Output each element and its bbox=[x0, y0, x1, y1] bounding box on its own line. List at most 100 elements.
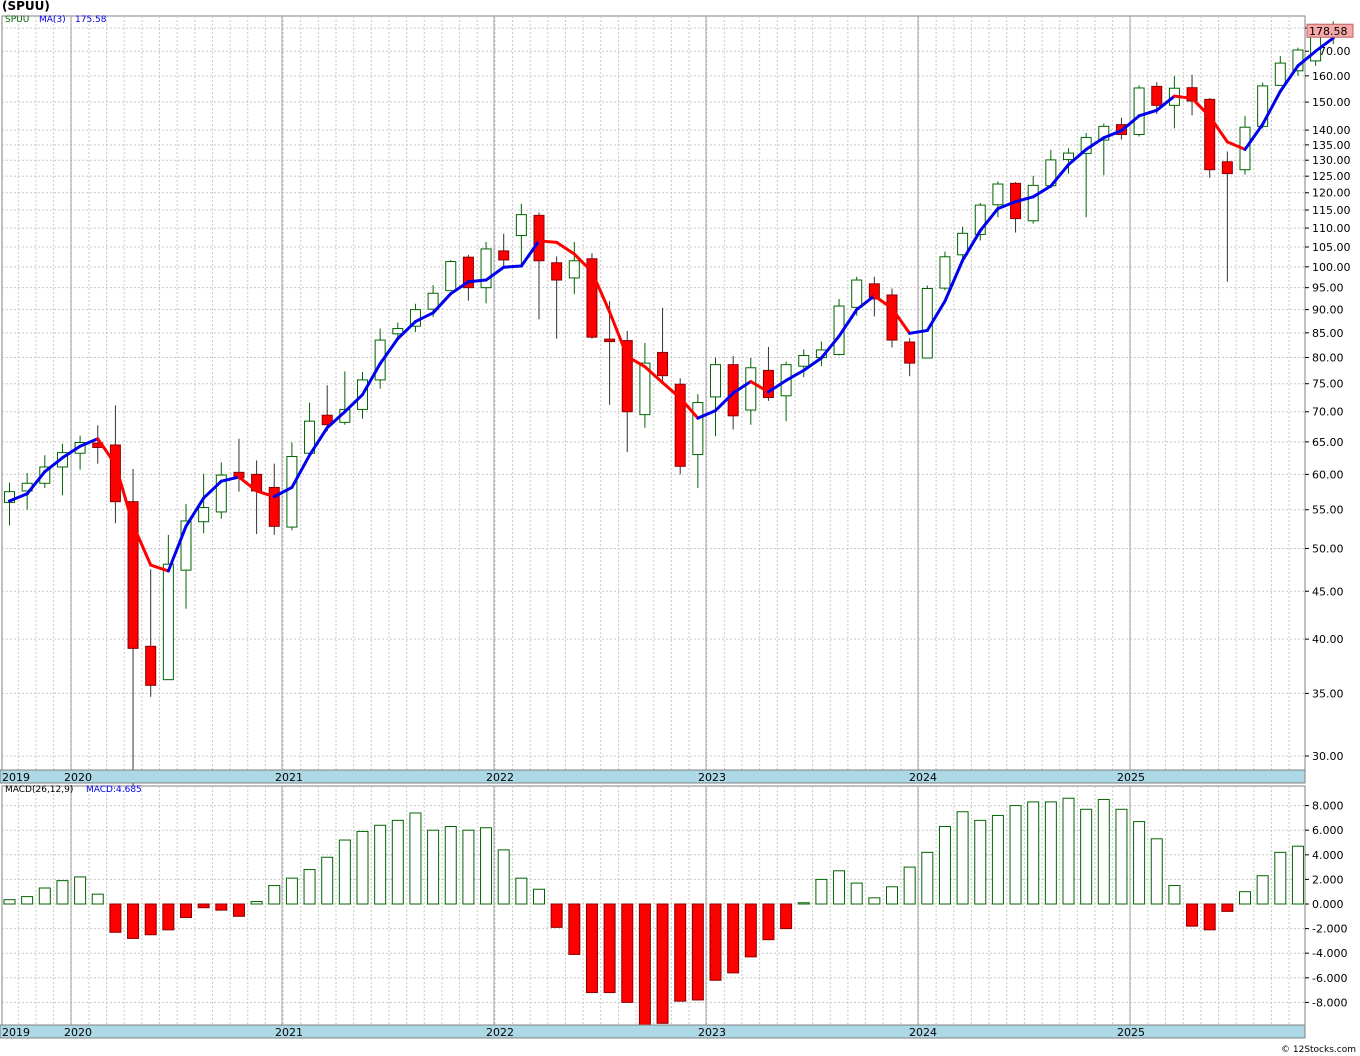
macd-tick-label: 2.000 bbox=[1312, 873, 1344, 886]
macd-bar bbox=[338, 839, 351, 905]
macd-bar bbox=[762, 903, 775, 941]
macd-bar bbox=[568, 903, 581, 955]
ma-segment bbox=[678, 396, 700, 420]
candle-body bbox=[392, 328, 404, 335]
ma-segment bbox=[996, 200, 1018, 211]
ma-segment bbox=[78, 437, 100, 448]
macd-bar bbox=[815, 878, 828, 905]
candle-body bbox=[198, 507, 210, 523]
candle-body bbox=[515, 214, 527, 237]
ma-segment bbox=[255, 489, 276, 499]
macd-legend-value: MACD:4.685 bbox=[86, 785, 142, 795]
candle-body bbox=[974, 204, 986, 235]
candle-body bbox=[568, 260, 580, 279]
price-tick-label: 90.00 bbox=[1312, 304, 1344, 317]
macd-bar bbox=[515, 877, 528, 905]
ma-segment bbox=[1155, 94, 1176, 112]
macd-bar bbox=[356, 830, 369, 905]
macd-bar bbox=[109, 903, 122, 933]
candle-body bbox=[268, 486, 280, 527]
candle-body bbox=[533, 214, 545, 262]
ma-segment bbox=[872, 294, 894, 310]
macd-bar bbox=[3, 899, 16, 905]
candle-body bbox=[1204, 98, 1216, 171]
macd-bar bbox=[1133, 821, 1146, 905]
macd-bar bbox=[374, 824, 387, 905]
candle-body bbox=[851, 279, 863, 308]
macd-bar bbox=[1115, 808, 1128, 905]
macd-bar bbox=[1274, 851, 1287, 905]
price-tick-label: 30.00 bbox=[1312, 750, 1344, 763]
ma-segment bbox=[131, 523, 153, 567]
ma-segment bbox=[519, 239, 541, 268]
candle-body bbox=[127, 501, 139, 649]
ma-segment bbox=[96, 437, 117, 466]
ma-segment bbox=[1014, 195, 1035, 204]
ma-segment bbox=[361, 362, 382, 397]
ma-segment bbox=[1049, 163, 1070, 188]
price-x-tick-label: 2025 bbox=[1117, 771, 1145, 784]
price-tick-label: 125.00 bbox=[1312, 170, 1351, 183]
price-chart: 30.00 35.00 40.00 45.00 50.00 55.00 60.00 65.00… bbox=[0, 15, 1354, 787]
macd-x-tick-label: 2023 bbox=[698, 1026, 726, 1039]
macd-bar bbox=[850, 882, 863, 905]
macd-bar bbox=[144, 903, 157, 936]
macd-tick-label: 8.000 bbox=[1312, 800, 1344, 813]
ma-segment bbox=[1243, 122, 1265, 151]
candle-body bbox=[1027, 184, 1039, 222]
macd-tick-label: -6.000 bbox=[1312, 972, 1347, 985]
ma-segment bbox=[484, 265, 506, 282]
macd-bar bbox=[727, 903, 740, 974]
price-tick-label: 55.00 bbox=[1312, 504, 1344, 517]
macd-bar bbox=[232, 903, 245, 917]
ma-segment bbox=[202, 479, 223, 500]
macd-bar bbox=[886, 886, 898, 905]
candle-body bbox=[462, 256, 474, 289]
ma-segment bbox=[643, 365, 665, 385]
ma-segment bbox=[25, 470, 47, 496]
ma-segment bbox=[1067, 147, 1088, 167]
candle-body bbox=[321, 414, 333, 426]
macd-bar bbox=[938, 826, 951, 905]
price-tick-label: 40.00 bbox=[1312, 633, 1344, 646]
macd-bar bbox=[303, 869, 316, 905]
price-tick-label: 150.00 bbox=[1312, 96, 1351, 109]
macd-tick-label: 4.000 bbox=[1312, 849, 1344, 862]
ma-segment bbox=[166, 524, 188, 573]
ma-segment bbox=[696, 409, 717, 420]
ma-segment bbox=[184, 496, 206, 528]
candle-body bbox=[639, 362, 651, 416]
candle-body bbox=[162, 563, 174, 681]
last-price-label: 178.58 bbox=[1309, 25, 1348, 38]
ma-segment bbox=[1278, 64, 1300, 93]
candle-body bbox=[868, 283, 880, 300]
ma-segment bbox=[1172, 94, 1194, 100]
macd-tick-label: -2.000 bbox=[1312, 923, 1347, 936]
candle-body bbox=[1063, 152, 1074, 161]
macd-bar bbox=[956, 811, 969, 905]
chart-title: (SPUU) bbox=[2, 0, 50, 13]
candle-body bbox=[1186, 87, 1198, 102]
macd-legend-label: MACD(26,12,9) bbox=[5, 785, 74, 795]
candle-body bbox=[109, 444, 121, 503]
ma-segment bbox=[237, 475, 259, 493]
price-tick-label: 110.00 bbox=[1312, 222, 1351, 235]
ma-segment bbox=[1137, 108, 1159, 118]
ma-segment bbox=[572, 252, 594, 274]
ma-segment bbox=[1119, 114, 1141, 133]
macd-bar bbox=[709, 903, 722, 981]
price-tick-label: 45.00 bbox=[1312, 585, 1344, 598]
price-tick-label: 80.00 bbox=[1312, 351, 1344, 364]
macd-x-tick-label: 2024 bbox=[909, 1026, 937, 1039]
macd-bar bbox=[480, 827, 493, 905]
macd-bar bbox=[1256, 875, 1269, 905]
price-x-tick-label: 2019 bbox=[2, 771, 30, 784]
ma-segment bbox=[749, 380, 770, 394]
macd-x-tick-label: 2019 bbox=[2, 1026, 30, 1039]
ma-segment bbox=[1314, 36, 1335, 53]
ma-segment bbox=[1031, 184, 1053, 199]
ma-segment bbox=[1261, 89, 1282, 126]
macd-x-axis-band bbox=[0, 1024, 1306, 1039]
macd-x-tick-label: 2025 bbox=[1117, 1026, 1145, 1039]
macd-bar bbox=[533, 888, 545, 905]
